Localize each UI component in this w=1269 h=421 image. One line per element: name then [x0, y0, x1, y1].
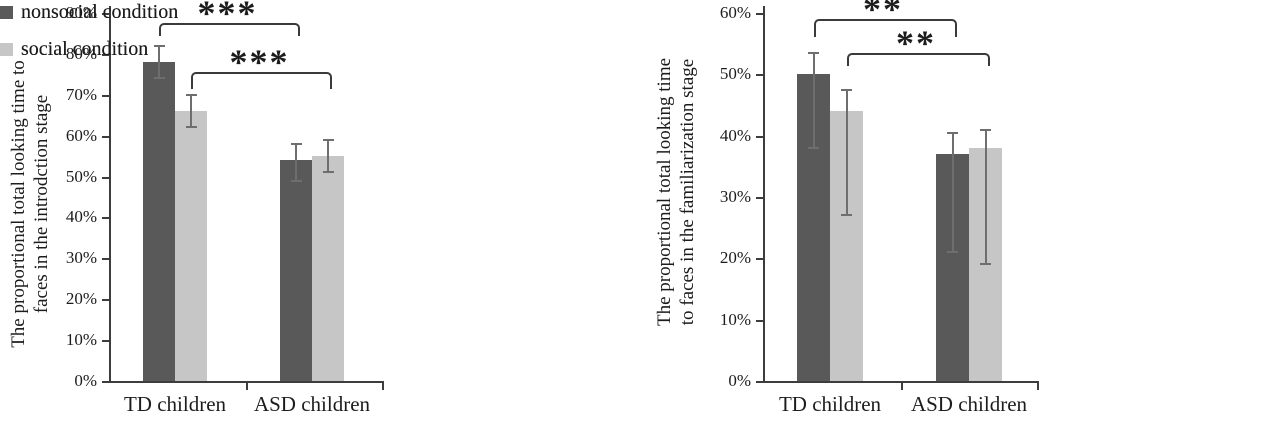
legend: nonsocial condition social condition	[0, 0, 178, 61]
x-category-label-td: TD children	[123, 392, 227, 416]
y-axis-tick	[102, 13, 109, 15]
significance-stars: ***	[197, 0, 258, 34]
error-bar-cap-top	[153, 44, 165, 47]
legend-label: social condition	[21, 38, 149, 60]
x-axis-tick	[901, 383, 903, 390]
legend-item-nonsocial: nonsocial condition	[0, 0, 178, 24]
legend-item-social: social condition	[0, 37, 178, 61]
bar-asd-nonsocial	[280, 160, 312, 381]
significance-stars: ***	[229, 42, 290, 83]
x-axis-line	[109, 381, 384, 383]
y-tick-label: 10%	[719, 309, 751, 329]
error-bar-line	[812, 52, 815, 148]
significance-bracket	[813, 19, 957, 38]
y-axis-tick	[102, 258, 109, 261]
x-category-label-td: TD children	[778, 392, 882, 416]
y-tick-label: 60%	[719, 3, 751, 22]
y-tick-label: 20%	[719, 248, 751, 268]
y-axis-tick	[756, 381, 763, 383]
legend-swatch-icon	[0, 42, 13, 56]
y-tick-label: 10%	[65, 330, 97, 350]
bar-td-social	[175, 111, 207, 381]
error-bar-cap-bottom	[841, 214, 852, 217]
y-tick-label: 0%	[74, 371, 97, 390]
legend-label: nonsocial condition	[21, 1, 179, 23]
error-bar-cap-top	[980, 128, 991, 131]
significance-stars: **	[896, 22, 936, 63]
y-axis-tick	[756, 74, 763, 77]
error-bar-line	[327, 139, 329, 173]
error-bar-cap-top	[185, 93, 197, 96]
error-bar-cap-top	[841, 88, 852, 91]
y-axis-title-line: to faces in the familiarization stage	[677, 58, 698, 326]
y-tick-label: 90%	[65, 3, 97, 22]
error-bar-cap-top	[322, 138, 334, 141]
y-axis-line	[763, 6, 765, 383]
error-bar-cap-top	[290, 142, 302, 145]
error-bar-cap-bottom	[980, 263, 991, 266]
y-axis-tick	[756, 319, 763, 322]
significance-bracket	[191, 72, 332, 90]
x-axis-tick	[382, 383, 384, 390]
y-axis-tick	[102, 340, 109, 343]
legend-label: social condition	[21, 38, 149, 60]
error-bar-cap-bottom	[947, 251, 958, 254]
error-bar-cap-bottom	[185, 126, 197, 129]
y-tick-label: 40%	[719, 125, 751, 145]
error-bar-line	[951, 132, 954, 253]
bar-asd-social	[312, 156, 344, 381]
error-bar-cap-top	[808, 51, 819, 54]
y-axis-tick	[102, 135, 109, 138]
x-axis-tick	[1037, 383, 1039, 390]
significance-bracket	[159, 23, 300, 37]
y-tick-label: 50%	[65, 166, 97, 186]
error-bar-cap-bottom	[322, 171, 334, 174]
error-bar-line	[984, 129, 987, 265]
y-axis-tick	[756, 197, 763, 199]
bar-td-nonsocial	[143, 62, 175, 381]
error-bar-cap-bottom	[290, 179, 302, 182]
error-bar-line	[158, 45, 160, 79]
y-tick-label: 40%	[65, 207, 97, 227]
x-category-label-asd: ASD children	[910, 392, 1028, 416]
y-axis-tick	[756, 135, 763, 138]
error-bar-cap-bottom	[153, 77, 165, 80]
y-tick-label: 30%	[65, 248, 97, 268]
y-axis-tick	[102, 381, 109, 383]
y-tick-label: 60%	[65, 125, 97, 145]
y-axis-tick	[756, 258, 763, 261]
error-bar-line	[845, 89, 848, 216]
y-tick-label: 0%	[728, 371, 751, 390]
error-bar-cap-top	[947, 131, 958, 134]
x-axis-tick	[246, 383, 248, 390]
y-axis-tick	[102, 299, 109, 302]
y-axis-line	[109, 6, 111, 383]
y-axis-tick	[102, 217, 109, 220]
legend-label: nonsocial condition	[21, 1, 179, 23]
significance-stars: **	[863, 0, 903, 30]
chart-introduction-stage: 0% 10% 20% 30% 40% 50% 60% 70% 80% 90% *** *** TD ch…	[0, 0, 384, 415]
y-tick-label: 70%	[65, 84, 97, 104]
y-tick-label: 80%	[65, 43, 97, 63]
error-bar-cap-bottom	[808, 146, 819, 149]
significance-bracket	[846, 52, 990, 66]
y-axis-title-line: The proportional total looking time	[654, 57, 675, 327]
y-axis-tick	[102, 176, 109, 179]
y-axis-tick	[102, 94, 109, 97]
legend: nonsocial condition social condition	[0, 0, 178, 61]
chart-familiarization-stage: 0% 10% 20% 30% 40% 50% 60% ** ** TD children ASD c…	[0, 0, 1039, 415]
y-tick-label: 20%	[65, 289, 97, 309]
y-tick-label: 50%	[719, 64, 751, 84]
y-tick-label: 30%	[719, 187, 751, 206]
y-axis-tick	[756, 13, 763, 15]
x-category-label-asd: ASD children	[253, 392, 371, 416]
legend-swatch-icon	[0, 5, 13, 19]
x-axis-line	[763, 381, 1039, 383]
y-axis-title: The proportional total looking time to fa…	[653, 12, 699, 372]
error-bar-line	[295, 143, 297, 181]
error-bar-line	[190, 94, 192, 128]
y-axis-tick	[102, 53, 109, 56]
